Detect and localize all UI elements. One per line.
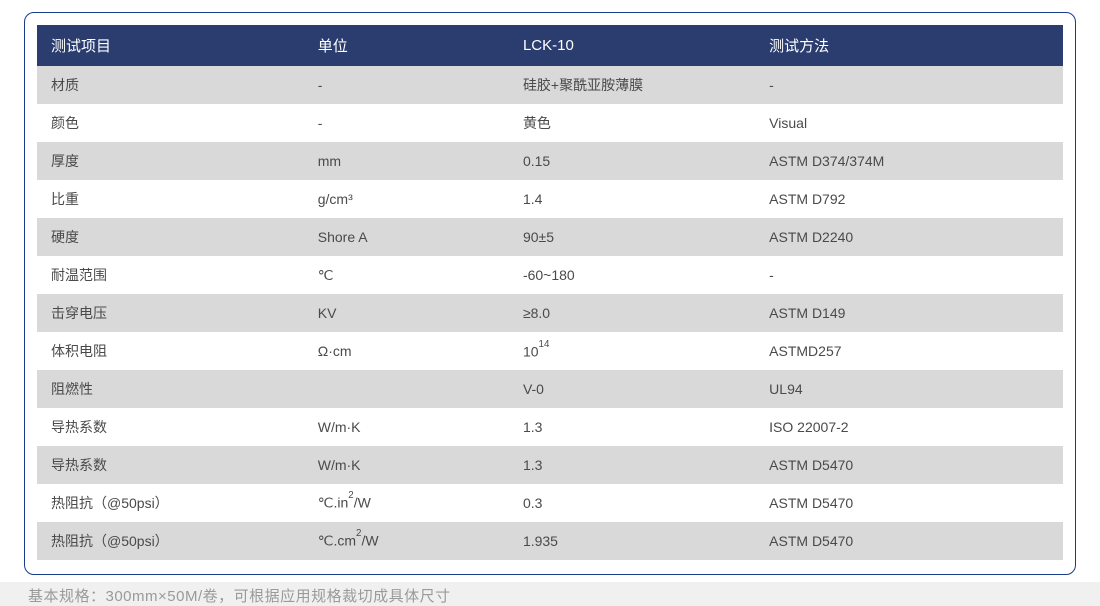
cell-item: 体积电阻 [37, 332, 304, 370]
cell-item: 导热系数 [37, 408, 304, 446]
table-row: 材质-硅胶+聚酰亚胺薄膜- [37, 66, 1063, 104]
page: 测试项目 单位 LCK-10 测试方法 材质-硅胶+聚酰亚胺薄膜-颜色-黄色Vi… [0, 0, 1100, 582]
cell-unit: Shore A [304, 218, 509, 256]
cell-item: 耐温范围 [37, 256, 304, 294]
col-header-value: LCK-10 [509, 25, 755, 66]
cell-item: 导热系数 [37, 446, 304, 484]
table-row: 热阻抗（@50psi）℃.cm2/W1.935ASTM D5470 [37, 522, 1063, 560]
table-row: 导热系数W/m·K1.3ASTM D5470 [37, 446, 1063, 484]
table-row: 比重g/cm³1.4ASTM D792 [37, 180, 1063, 218]
cell-item: 热阻抗（@50psi） [37, 484, 304, 522]
cell-item: 材质 [37, 66, 304, 104]
cell-method: - [755, 66, 1063, 104]
cell-method: ASTM D149 [755, 294, 1063, 332]
cell-method: ASTM D2240 [755, 218, 1063, 256]
cell-value: 0.3 [509, 484, 755, 522]
cell-method: UL94 [755, 370, 1063, 408]
cell-item: 阻燃性 [37, 370, 304, 408]
col-header-unit: 单位 [304, 25, 509, 66]
cell-value: 1014 [509, 332, 755, 370]
cell-item: 热阻抗（@50psi） [37, 522, 304, 560]
table-row: 体积电阻Ω·cm1014ASTMD257 [37, 332, 1063, 370]
cell-value: V-0 [509, 370, 755, 408]
cell-unit: - [304, 66, 509, 104]
cell-method: ISO 22007-2 [755, 408, 1063, 446]
cell-method: ASTMD257 [755, 332, 1063, 370]
cell-unit: Ω·cm [304, 332, 509, 370]
cell-unit: ℃.in2/W [304, 484, 509, 522]
spec-table-head: 测试项目 单位 LCK-10 测试方法 [37, 25, 1063, 66]
cell-value: 1.4 [509, 180, 755, 218]
cell-value: 0.15 [509, 142, 755, 180]
cell-method: - [755, 256, 1063, 294]
table-row: 硬度Shore A90±5ASTM D2240 [37, 218, 1063, 256]
cell-unit: KV [304, 294, 509, 332]
cell-value: 1.3 [509, 446, 755, 484]
table-row: 厚度mm0.15ASTM D374/374M [37, 142, 1063, 180]
spec-table-body: 材质-硅胶+聚酰亚胺薄膜-颜色-黄色Visual厚度mm0.15ASTM D37… [37, 66, 1063, 560]
cell-method: ASTM D792 [755, 180, 1063, 218]
footer-note: 基本规格：300mm×50M/卷，可根据应用规格裁切成具体尺寸 [24, 575, 1076, 606]
cell-item: 硬度 [37, 218, 304, 256]
cell-method: ASTM D5470 [755, 446, 1063, 484]
cell-method: ASTM D5470 [755, 484, 1063, 522]
cell-value: 黄色 [509, 104, 755, 142]
col-header-item: 测试项目 [37, 25, 304, 66]
cell-value: -60~180 [509, 256, 755, 294]
cell-value: 1.3 [509, 408, 755, 446]
cell-method: ASTM D374/374M [755, 142, 1063, 180]
cell-item: 比重 [37, 180, 304, 218]
cell-unit: g/cm³ [304, 180, 509, 218]
spec-card: 测试项目 单位 LCK-10 测试方法 材质-硅胶+聚酰亚胺薄膜-颜色-黄色Vi… [24, 12, 1076, 575]
table-row: 热阻抗（@50psi）℃.in2/W0.3ASTM D5470 [37, 484, 1063, 522]
col-header-method: 测试方法 [755, 25, 1063, 66]
table-row: 颜色-黄色Visual [37, 104, 1063, 142]
cell-item: 厚度 [37, 142, 304, 180]
cell-unit: mm [304, 142, 509, 180]
cell-unit [304, 370, 509, 408]
cell-unit: - [304, 104, 509, 142]
cell-unit: ℃ [304, 256, 509, 294]
cell-value: ≥8.0 [509, 294, 755, 332]
cell-item: 颜色 [37, 104, 304, 142]
spec-table: 测试项目 单位 LCK-10 测试方法 材质-硅胶+聚酰亚胺薄膜-颜色-黄色Vi… [37, 25, 1063, 560]
cell-method: ASTM D5470 [755, 522, 1063, 560]
cell-unit: W/m·K [304, 446, 509, 484]
cell-value: 硅胶+聚酰亚胺薄膜 [509, 66, 755, 104]
cell-unit: ℃.cm2/W [304, 522, 509, 560]
cell-item: 击穿电压 [37, 294, 304, 332]
table-row: 导热系数W/m·K1.3ISO 22007-2 [37, 408, 1063, 446]
table-row: 耐温范围℃-60~180- [37, 256, 1063, 294]
cell-value: 1.935 [509, 522, 755, 560]
table-row: 阻燃性 V-0UL94 [37, 370, 1063, 408]
table-row: 击穿电压KV≥8.0ASTM D149 [37, 294, 1063, 332]
cell-value: 90±5 [509, 218, 755, 256]
cell-method: Visual [755, 104, 1063, 142]
cell-unit: W/m·K [304, 408, 509, 446]
